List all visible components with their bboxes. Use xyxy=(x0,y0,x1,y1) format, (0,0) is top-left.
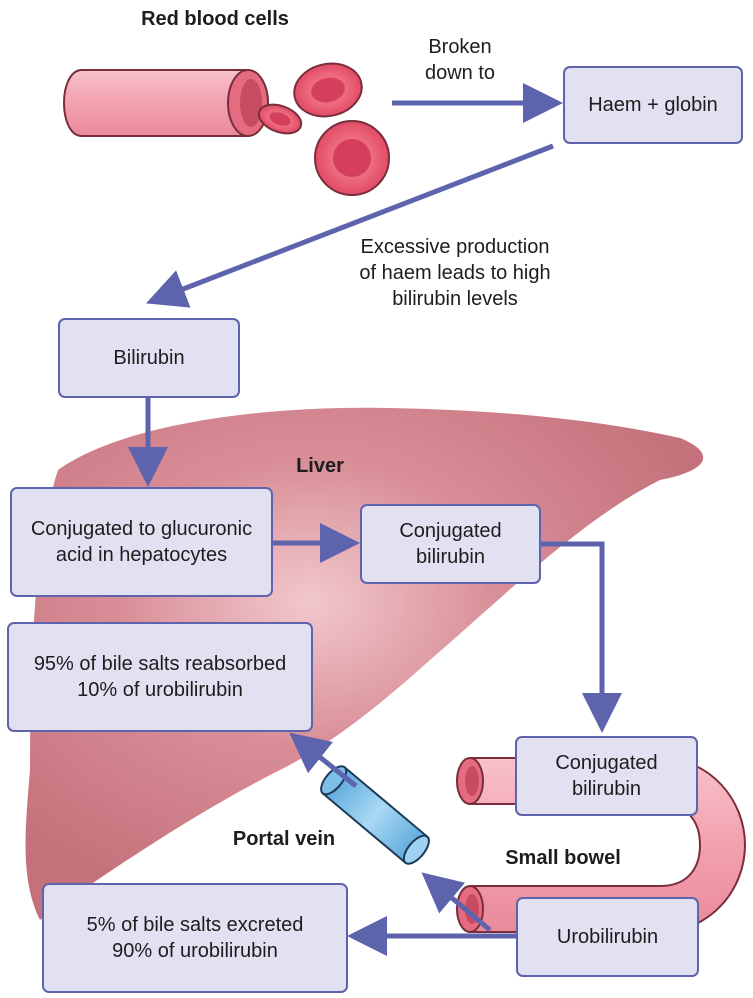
conjugated-bilirubin-liver-box: Conjugated bilirubin xyxy=(360,504,541,584)
liver-label: Liver xyxy=(296,455,344,477)
arrow xyxy=(146,143,554,308)
red-blood-cells-label: Red blood cells xyxy=(141,8,289,30)
red-blood-cell xyxy=(293,62,363,118)
small-bowel-label: Small bowel xyxy=(505,847,621,869)
bilirubin-box: Bilirubin xyxy=(58,318,240,398)
red-blood-cell xyxy=(314,120,390,196)
conjugation-box: Conjugated to glucuronic acid in hepatoc… xyxy=(10,487,273,597)
arrow xyxy=(289,732,358,788)
red-blood-cell xyxy=(257,103,303,135)
arrow xyxy=(541,541,622,733)
urobilirubin-box: Urobilirubin xyxy=(516,897,699,977)
excreted-box: 5% of bile salts excreted 90% of urobili… xyxy=(42,883,348,993)
haem-globin-box: Haem + globin xyxy=(563,66,743,144)
portal-vein xyxy=(320,765,430,865)
portal-vein-label: Portal vein xyxy=(232,828,336,850)
broken-down-to-label: Broken down to xyxy=(424,36,496,84)
arrow xyxy=(421,872,492,932)
reabsorbed-box: 95% of bile salts reabsorbed 10% of urob… xyxy=(7,622,313,732)
blood-vessel xyxy=(63,69,269,137)
excessive-production-label: Excessive production of haem leads to hi… xyxy=(359,236,551,310)
conjugated-bilirubin-bowel-box: Conjugated bilirubin xyxy=(515,736,698,816)
